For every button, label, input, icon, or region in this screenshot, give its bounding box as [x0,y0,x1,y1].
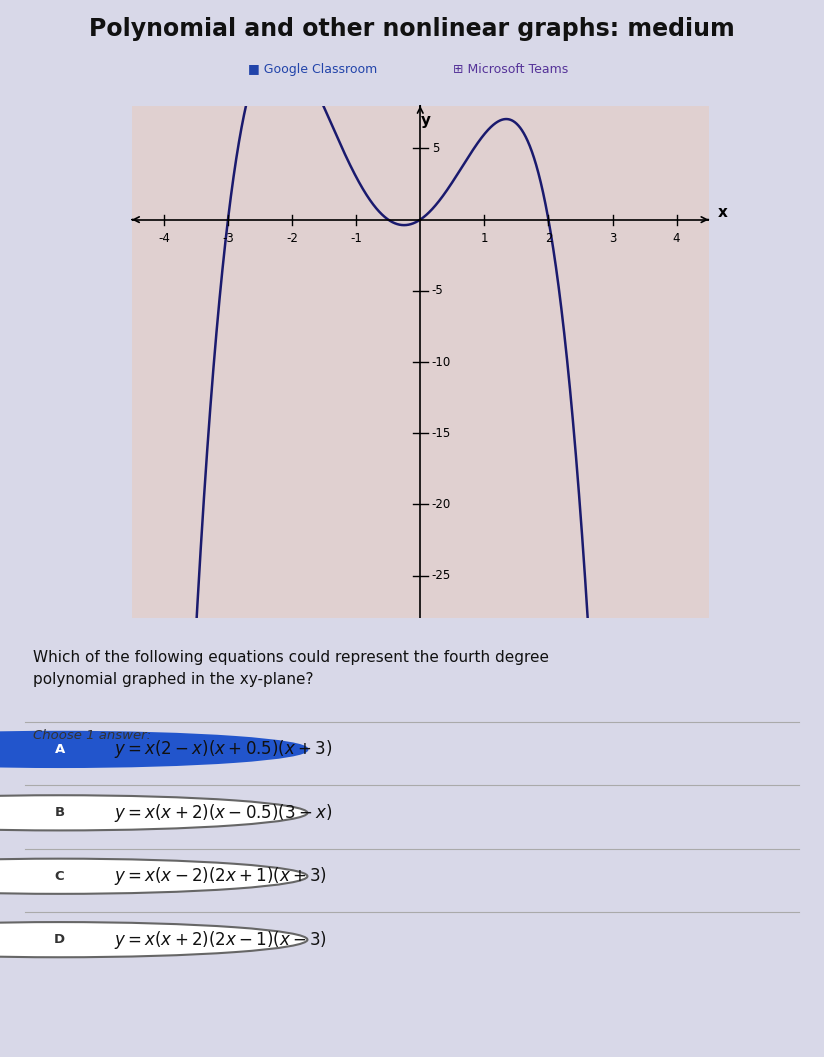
Text: $y = x(2 - x)(x + 0.5)(x + 3)$: $y = x(2 - x)(x + 0.5)(x + 3)$ [114,739,332,760]
Text: -20: -20 [432,498,451,511]
Text: -4: -4 [158,233,170,245]
Circle shape [0,858,307,894]
Text: y: y [420,113,430,128]
Text: ■ Google Classroom: ■ Google Classroom [249,62,377,76]
Text: 1: 1 [480,233,488,245]
Text: C: C [54,870,64,883]
Text: A: A [54,743,65,756]
Text: 4: 4 [673,233,681,245]
Circle shape [0,795,307,831]
Text: -15: -15 [432,427,451,440]
Text: 3: 3 [609,233,616,245]
Text: -5: -5 [432,284,443,297]
Text: -2: -2 [286,233,298,245]
Text: $y = x(x - 2)(2x + 1)(x + 3)$: $y = x(x - 2)(2x + 1)(x + 3)$ [114,866,327,887]
Text: -25: -25 [432,569,451,582]
Text: Choose 1 answer:: Choose 1 answer: [33,729,151,742]
Text: -1: -1 [350,233,362,245]
Text: $y = x(x + 2)(x - 0.5)(3 - x)$: $y = x(x + 2)(x - 0.5)(3 - x)$ [114,802,332,823]
Text: $y = x(x + 2)(2x - 1)(x - 3)$: $y = x(x + 2)(2x - 1)(x - 3)$ [114,929,327,950]
Text: Which of the following equations could represent the fourth degree
polynomial gr: Which of the following equations could r… [33,650,549,687]
Text: D: D [54,933,65,946]
Text: -10: -10 [432,355,451,369]
Text: Polynomial and other nonlinear graphs: medium: Polynomial and other nonlinear graphs: m… [89,17,735,41]
Circle shape [0,731,307,767]
Text: 2: 2 [545,233,552,245]
Text: ⊞ Microsoft Teams: ⊞ Microsoft Teams [453,62,569,76]
Text: B: B [54,806,64,819]
Circle shape [0,922,307,958]
Text: x: x [719,205,728,220]
Text: -3: -3 [222,233,234,245]
Text: 5: 5 [432,142,439,155]
